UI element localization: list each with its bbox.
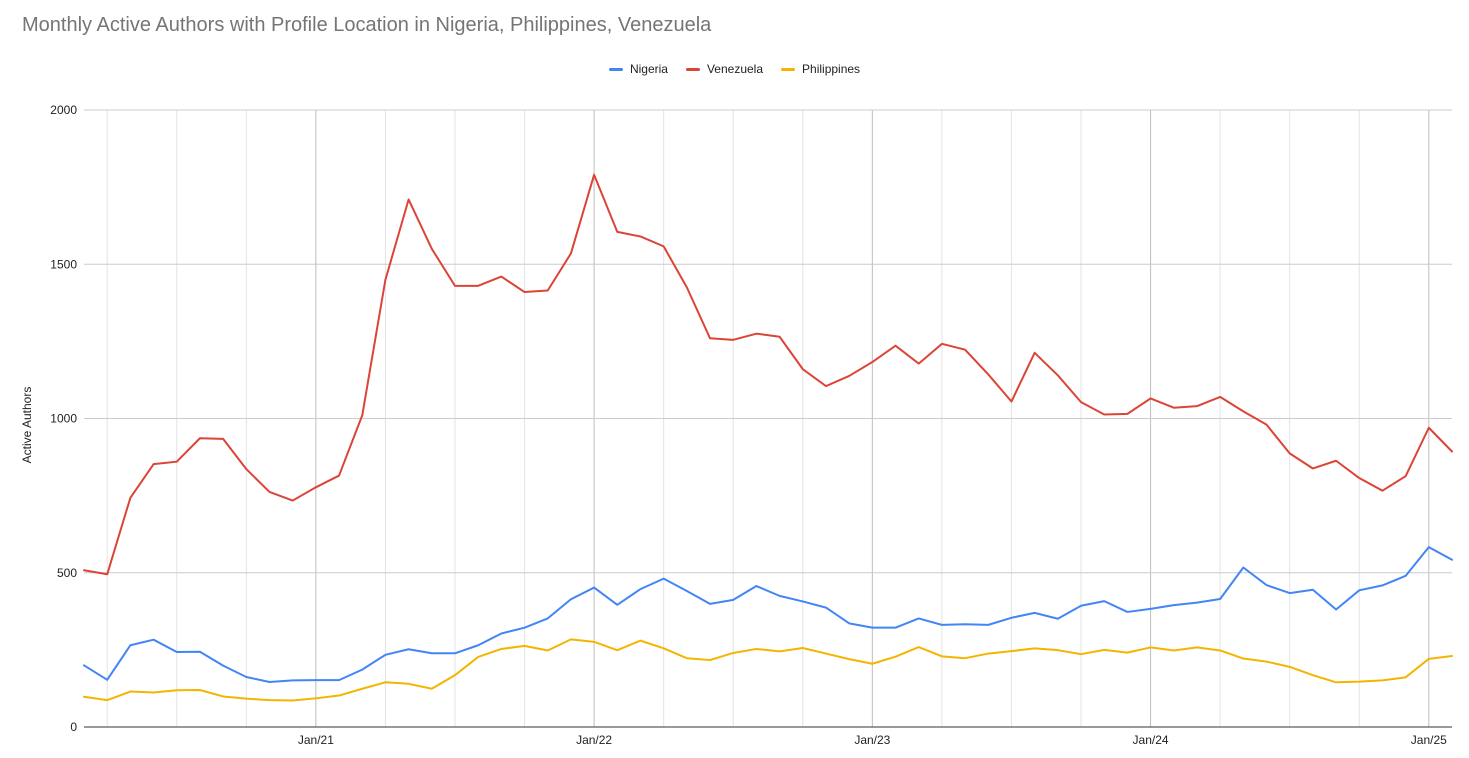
legend-item-philippines[interactable]: Philippines: [781, 62, 860, 76]
y-tick-label: 1000: [50, 412, 77, 426]
x-tick-label: Jan/25: [1411, 733, 1447, 747]
x-tick-label: Jan/24: [1133, 733, 1169, 747]
legend-item-nigeria[interactable]: Nigeria: [608, 62, 668, 76]
legend-label-philippines: Philippines: [802, 62, 861, 76]
legend-swatch-philippines: [781, 67, 796, 71]
y-axis-ticks: 0 500 1000 1500 2000: [50, 103, 77, 734]
grid: [84, 109, 1452, 728]
series-line-venezuela[interactable]: [83, 173, 1453, 576]
y-tick-label: 500: [57, 566, 77, 580]
legend-swatch-venezuela: [685, 67, 700, 71]
series-line-nigeria[interactable]: [83, 546, 1453, 683]
x-tick-label: Jan/21: [298, 733, 334, 747]
legend-label-venezuela: Venezuela: [706, 62, 764, 76]
legend-label-nigeria: Nigeria: [629, 62, 668, 76]
x-axis-ticks: Jan/21 Jan/22 Jan/23 Jan/24 Jan/25: [298, 733, 1447, 747]
x-tick-label: Jan/23: [854, 733, 890, 747]
legend-item-venezuela[interactable]: Venezuela: [685, 62, 764, 76]
y-axis-title: Active Authors: [20, 387, 34, 464]
chart-legend: Nigeria Venezuela Philippines: [0, 62, 1469, 76]
y-tick-label: 2000: [50, 103, 77, 117]
y-tick-label: 0: [70, 720, 77, 734]
series-lines: [83, 173, 1453, 702]
chart-title: Monthly Active Authors with Profile Loca…: [22, 14, 712, 36]
legend-swatch-nigeria: [608, 67, 623, 71]
series-line-philippines[interactable]: [83, 638, 1453, 702]
x-tick-label: Jan/22: [576, 733, 612, 747]
y-tick-label: 1500: [50, 257, 77, 271]
